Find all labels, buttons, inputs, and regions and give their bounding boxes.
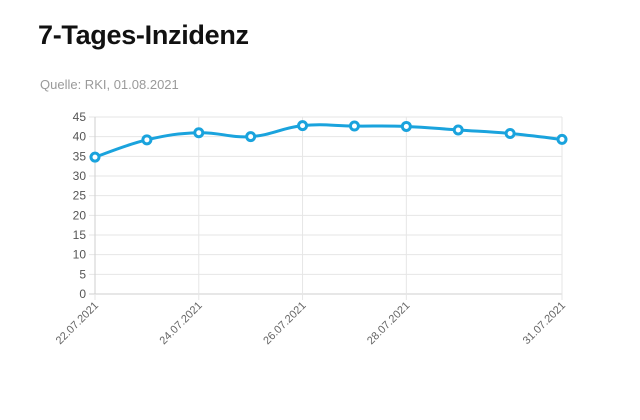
- data-point: [245, 131, 257, 143]
- data-point: [141, 134, 153, 146]
- data-point: [297, 120, 309, 132]
- x-tick-label: 28.07.2021: [365, 300, 412, 347]
- data-point: [400, 120, 412, 132]
- x-tick-label: 24.07.2021: [157, 300, 204, 347]
- data-point: [504, 128, 516, 140]
- series-line: [94, 123, 563, 159]
- y-tick-label: 5: [79, 267, 86, 281]
- y-tick-label: 15: [73, 228, 87, 242]
- y-tick-label: 10: [73, 248, 87, 262]
- x-tick-label: 31.07.2021: [521, 300, 568, 347]
- data-point: [193, 127, 205, 139]
- y-tick-label: 30: [73, 169, 87, 183]
- chart-source: Quelle: RKI, 01.08.2021: [40, 77, 179, 92]
- data-point: [348, 120, 360, 132]
- y-tick-label: 40: [73, 130, 87, 144]
- chart-title: 7-Tages-Inzidenz: [38, 20, 249, 50]
- data-point: [452, 124, 464, 136]
- x-tick-label: 26.07.2021: [261, 300, 308, 347]
- y-tick-label: 35: [73, 149, 87, 163]
- y-tick-label: 0: [79, 287, 86, 301]
- data-point: [89, 151, 101, 163]
- x-tick-label: 22.07.2021: [54, 300, 101, 347]
- y-tick-label: 25: [73, 189, 87, 203]
- data-point: [556, 133, 568, 145]
- y-tick-label: 20: [73, 208, 87, 222]
- y-tick-label: 45: [73, 110, 87, 124]
